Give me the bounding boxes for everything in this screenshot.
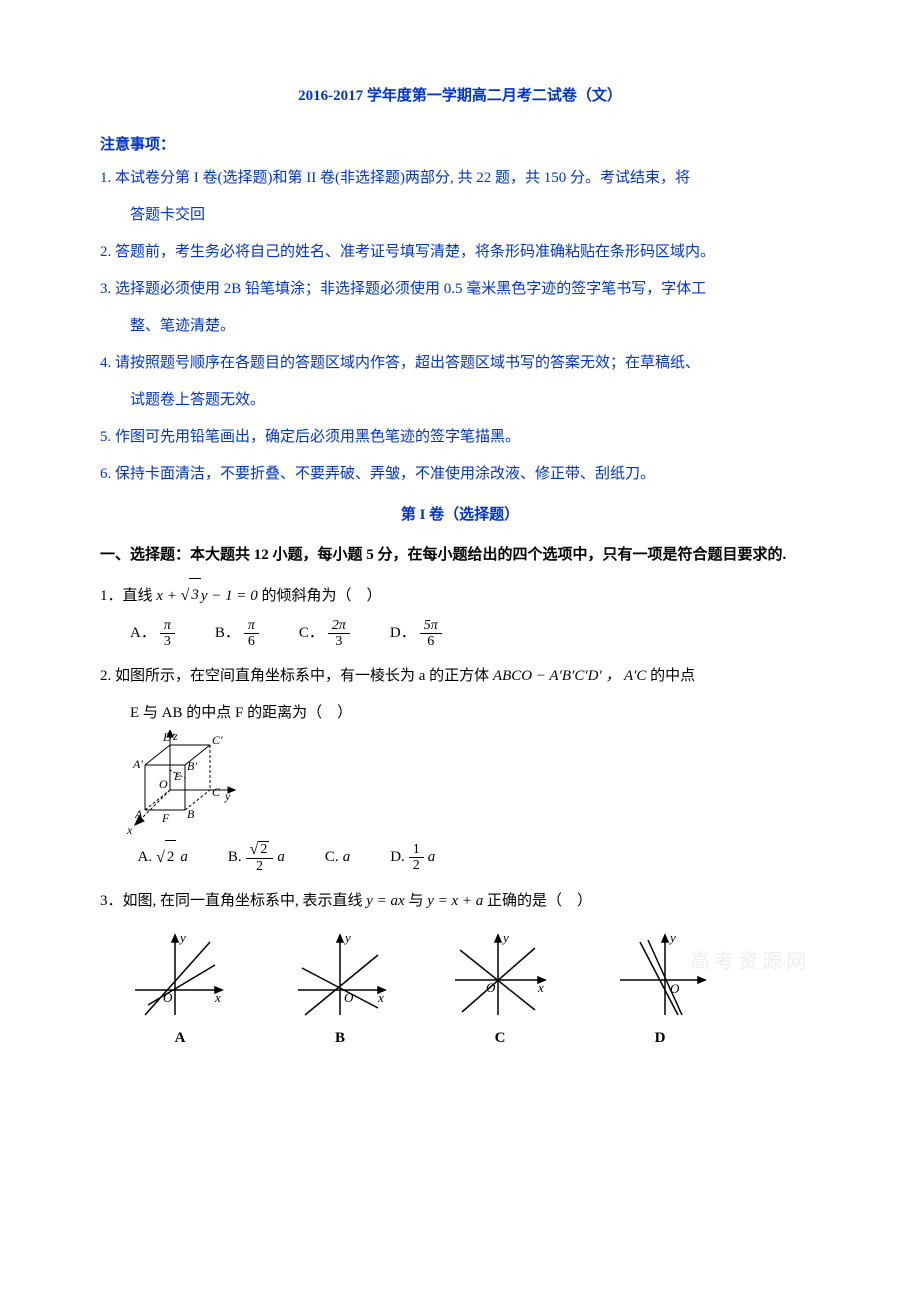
- option-a[interactable]: A. 2a: [138, 840, 188, 875]
- svg-text:y: y: [343, 930, 351, 945]
- section1-heading: 一、选择题：本大题共 12 小题，每小题 5 分，在每小题给出的四个选项中，只有…: [100, 540, 820, 570]
- svg-text:O: O: [670, 981, 680, 996]
- svg-text:y: y: [224, 789, 231, 803]
- q3-suffix: 正确的是（ ）: [487, 893, 592, 909]
- q2-line2: E 与 AB 的中点 F 的距离为（ ）: [100, 697, 820, 730]
- figure-label-c: C: [495, 1022, 506, 1055]
- svg-text:x: x: [377, 990, 384, 1005]
- instruction-3: 3. 选择题必须使用 2B 铅笔填涂；非选择题必须使用 0.5 毫米黑色字迹的签…: [100, 273, 820, 343]
- figure-label-d: D: [655, 1022, 666, 1055]
- option-d[interactable]: D. 12a: [390, 840, 435, 875]
- svg-text:A′: A′: [132, 757, 143, 771]
- q2-prefix: 2. 如图所示，在空间直角坐标系中，有一棱长为 a 的正方体: [100, 668, 493, 684]
- option-a[interactable]: A．π3: [130, 617, 175, 650]
- option-d[interactable]: D．5π6: [390, 617, 442, 650]
- instruction-4: 4. 请按照题号顺序在各题目的答题区域内作答，超出答题区域书写的答案无效；在草稿…: [100, 347, 820, 417]
- q2-body: ABCO − A′B′C′D′ ， A′C: [493, 668, 646, 684]
- instruction-2: 2. 答题前，考生务必将自己的姓名、准考证号填写清楚，将条形码准确粘贴在条形码区…: [100, 236, 820, 269]
- q1-suffix: 的倾斜角为（ ）: [262, 588, 382, 604]
- svg-text:x: x: [126, 823, 133, 837]
- svg-text:z: z: [172, 730, 178, 743]
- svg-text:y: y: [178, 930, 186, 945]
- svg-text:B′: B′: [187, 759, 197, 773]
- q3-mid: 与: [408, 893, 427, 909]
- instruction-line: 3. 选择题必须使用 2B 铅笔填涂；非选择题必须使用 0.5 毫米黑色字迹的签…: [100, 273, 820, 306]
- svg-text:O: O: [344, 990, 354, 1005]
- instruction-cont: 试题卷上答题无效。: [100, 384, 820, 417]
- option-c[interactable]: C．2π3: [299, 617, 350, 650]
- figure-c[interactable]: y x O C: [450, 930, 550, 1055]
- svg-text:C′: C′: [212, 733, 223, 747]
- instruction-cont: 整、笔迹清楚。: [100, 310, 820, 343]
- figure-label-a: A: [175, 1022, 186, 1055]
- svg-text:F: F: [161, 811, 170, 825]
- part1-heading: 第 I 卷（选择题）: [100, 499, 820, 532]
- instruction-line: 6. 保持卡面清洁，不要折叠、不要弄破、弄皱，不准使用涂改液、修正带、刮纸刀。: [100, 458, 820, 491]
- question-3: 3．如图, 在同一直角坐标系中, 表示直线 y = ax 与 y = x + a…: [100, 885, 820, 918]
- instruction-6: 6. 保持卡面清洁，不要折叠、不要弄破、弄皱，不准使用涂改液、修正带、刮纸刀。: [100, 458, 820, 491]
- q1-options: A．π3 B．π6 C．2π3 D．5π6: [100, 617, 820, 650]
- option-b[interactable]: B．π6: [215, 617, 259, 650]
- figure-d[interactable]: y O D: [610, 930, 710, 1055]
- svg-text:C: C: [212, 785, 221, 799]
- svg-text:O: O: [163, 990, 173, 1005]
- instruction-5: 5. 作图可先用铅笔画出，确定后必须用黑色笔迹的签字笔描黑。: [100, 421, 820, 454]
- cube-diagram: D′ C′ A′ B′ E O C y A F B x z: [115, 730, 245, 840]
- svg-text:O: O: [159, 777, 168, 791]
- question-1: 1．直线 x + 3y − 1 = 0 的倾斜角为（ ）: [100, 578, 820, 613]
- figure-label-b: B: [335, 1022, 345, 1055]
- figure-b[interactable]: y x O B: [290, 930, 390, 1055]
- figure-a[interactable]: y x O A: [130, 930, 230, 1055]
- q3-prefix: 3．如图, 在同一直角坐标系中, 表示直线: [100, 893, 366, 909]
- q2-suffix: 的中点: [650, 668, 695, 684]
- q1-prefix: 1．直线: [100, 588, 156, 604]
- instruction-1: 1. 本试卷分第 I 卷(选择题)和第 II 卷(非选择题)两部分, 共 22 …: [100, 162, 820, 232]
- instruction-line: 1. 本试卷分第 I 卷(选择题)和第 II 卷(非选择题)两部分, 共 22 …: [100, 162, 820, 195]
- option-b[interactable]: B. 22a: [228, 840, 285, 875]
- svg-text:y: y: [668, 930, 676, 945]
- instruction-line: 4. 请按照题号顺序在各题目的答题区域内作答，超出答题区域书写的答案无效；在草稿…: [100, 347, 820, 380]
- svg-text:B: B: [187, 807, 195, 821]
- q3-figures: y x O A y x O B: [100, 930, 820, 1055]
- q3-eq2: y = x + a: [427, 893, 483, 909]
- q2-figure: D′ C′ A′ B′ E O C y A F B x z: [100, 730, 820, 840]
- svg-text:x: x: [214, 990, 221, 1005]
- instruction-line: 5. 作图可先用铅笔画出，确定后必须用黑色笔迹的签字笔描黑。: [100, 421, 820, 454]
- notice-heading: 注意事项：: [100, 129, 820, 162]
- q2-options: A. 2a B. 22a C. a D. 12a: [100, 840, 820, 875]
- svg-text:A: A: [134, 807, 143, 821]
- question-2: 2. 如图所示，在空间直角坐标系中，有一棱长为 a 的正方体 ABCO − A′…: [100, 660, 820, 693]
- instruction-cont: 答题卡交回: [100, 199, 820, 232]
- option-c[interactable]: C. a: [325, 840, 350, 875]
- svg-text:E: E: [173, 769, 182, 783]
- q1-equation: x + 3y − 1 = 0: [156, 588, 258, 604]
- svg-text:x: x: [537, 980, 544, 995]
- svg-text:O: O: [486, 980, 496, 995]
- exam-title: 2016-2017 学年度第一学期高二月考二试卷（文）: [100, 80, 820, 113]
- instruction-line: 2. 答题前，考生务必将自己的姓名、准考证号填写清楚，将条形码准确粘贴在条形码区…: [100, 236, 820, 269]
- svg-text:y: y: [501, 930, 509, 945]
- q3-eq1: y = ax: [366, 893, 404, 909]
